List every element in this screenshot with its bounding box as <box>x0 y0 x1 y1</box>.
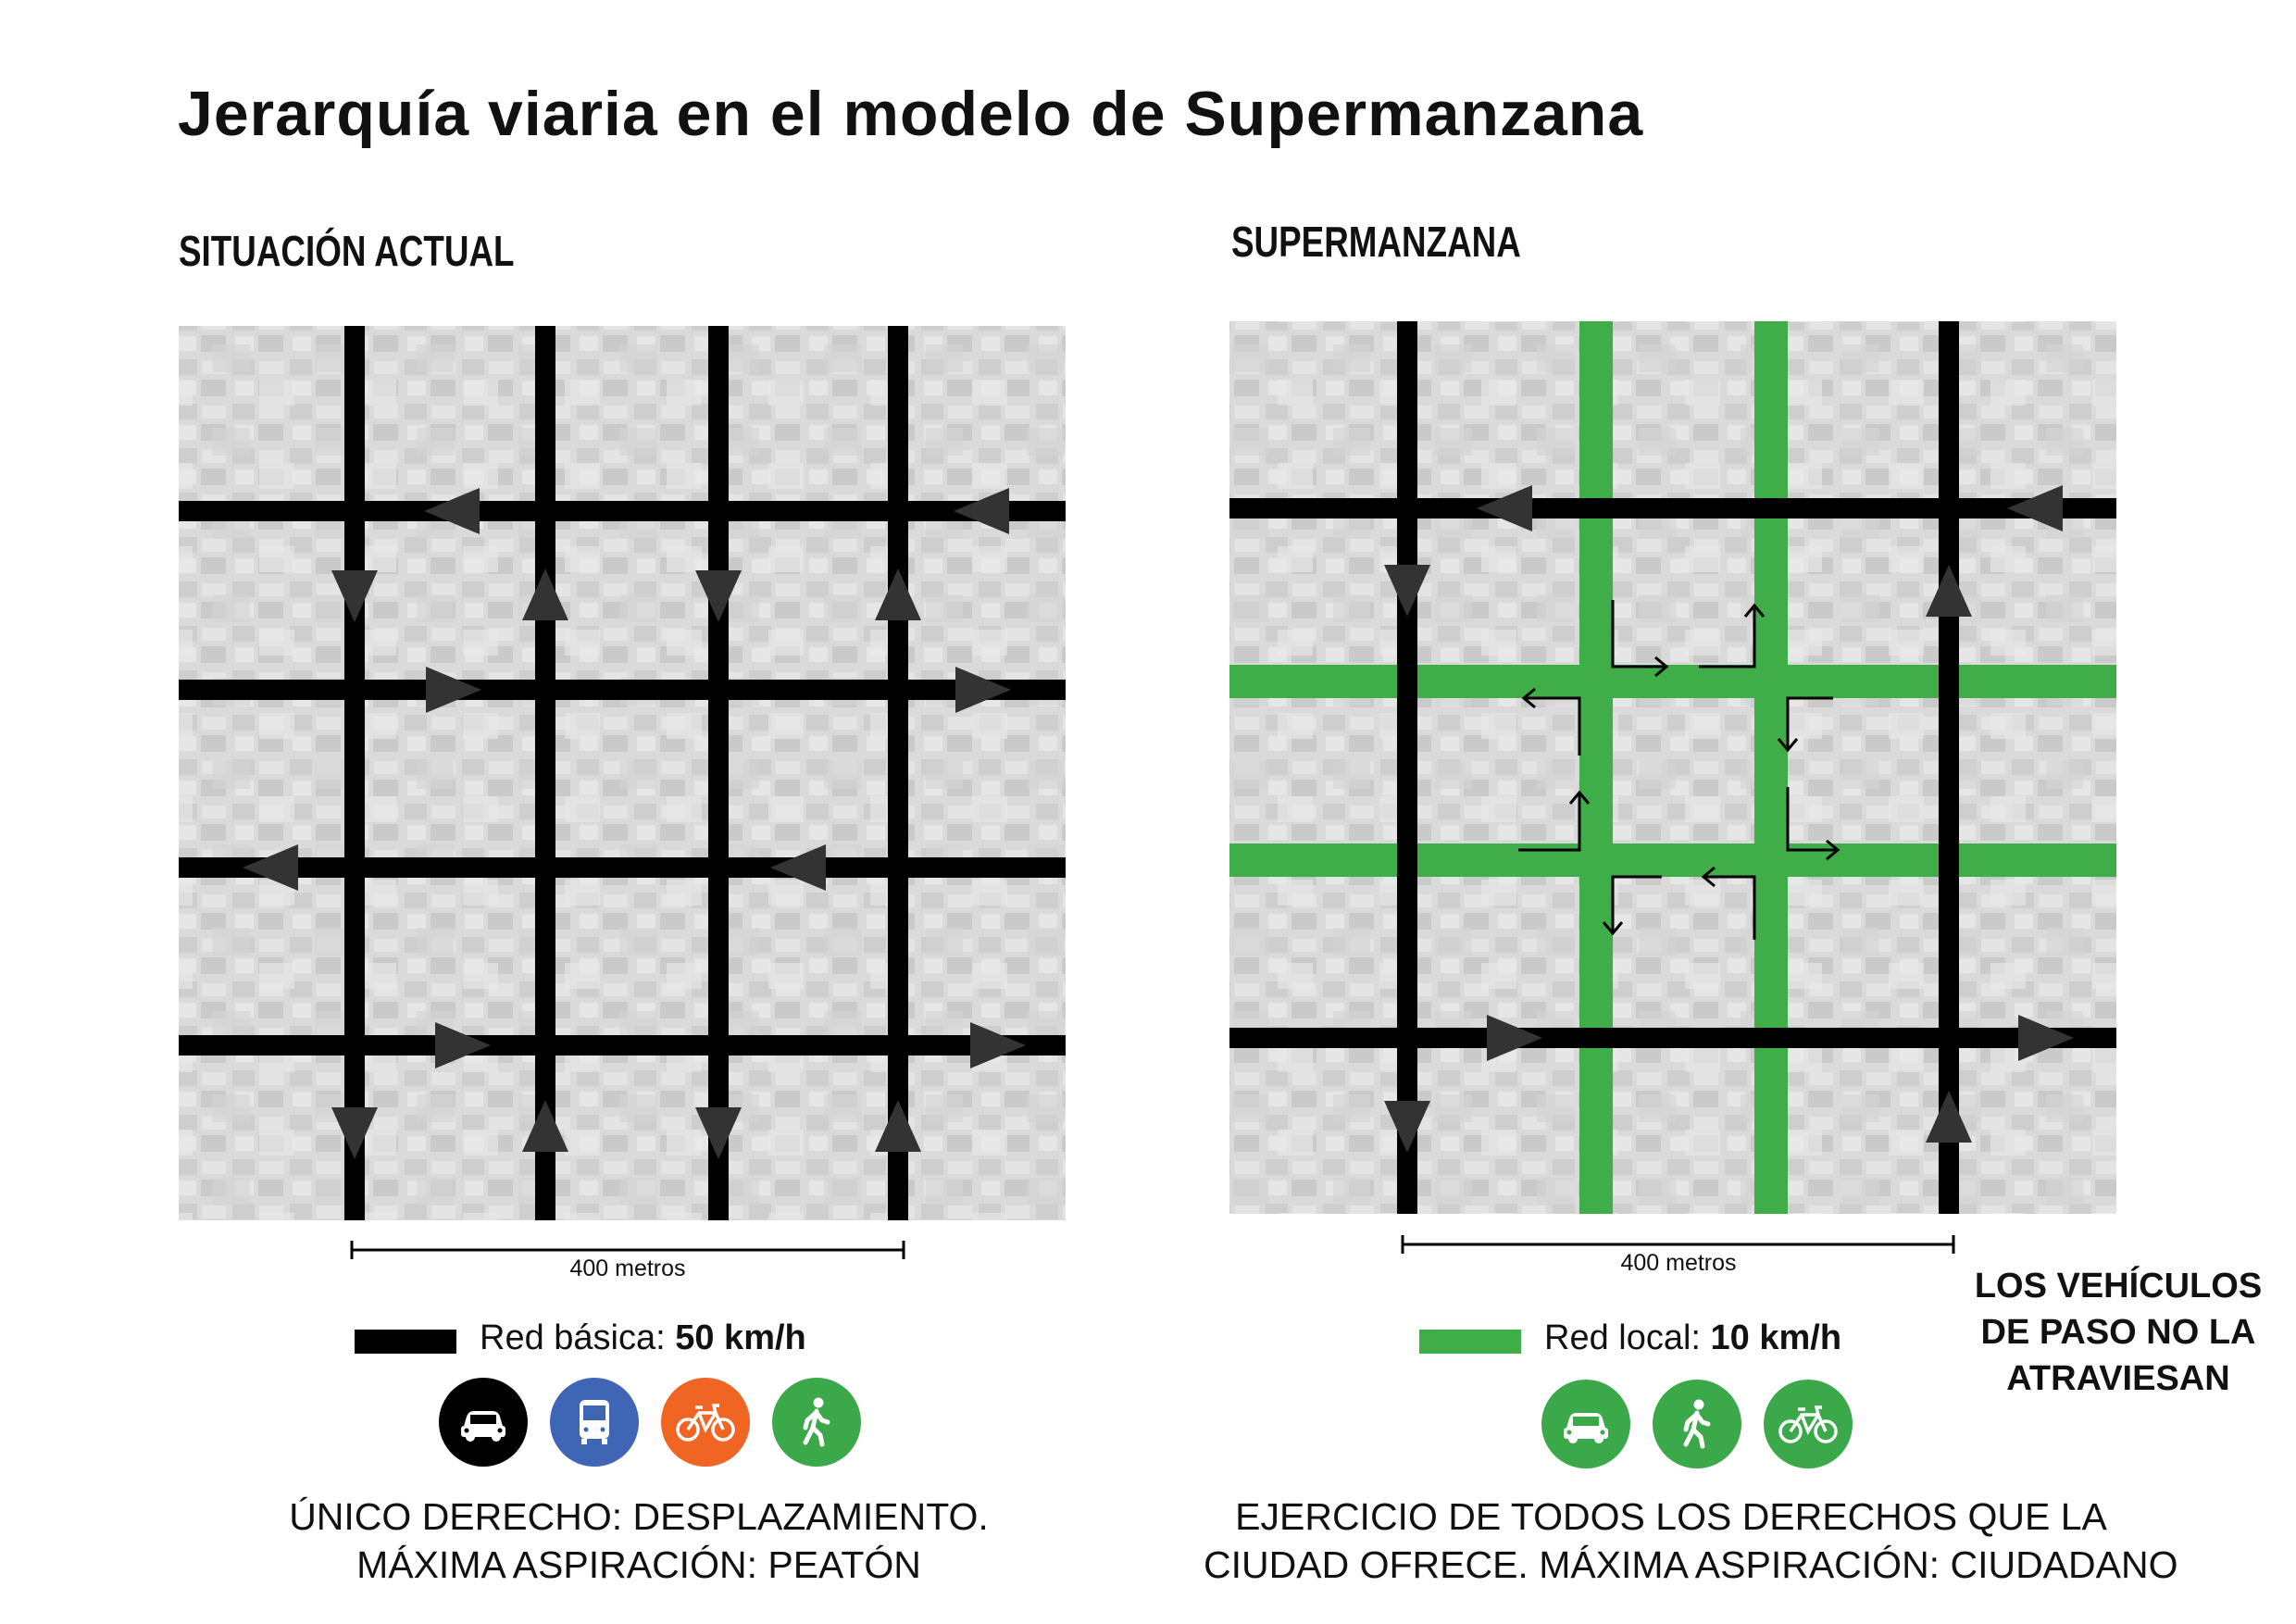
left-legend-value: 50 km/h <box>675 1318 806 1357</box>
right-legend-label: Red local: <box>1544 1318 1701 1357</box>
right-scale-label: 400 metros <box>1586 1250 1771 1277</box>
pedestrian-icon <box>1653 1380 1741 1468</box>
left-caption-line1: ÚNICO DERECHO: DESPLAZAMIENTO. <box>222 1493 1055 1541</box>
road-vertical <box>708 326 729 1220</box>
road-horizontal <box>179 1035 1066 1056</box>
right-legend: Red local: 10 km/h <box>1544 1318 1841 1358</box>
car-icon <box>1541 1380 1630 1468</box>
left-scale-label: 400 metros <box>535 1255 720 1282</box>
left-caption-line2: MÁXIMA ASPIRACIÓN: PEATÓN <box>222 1541 1055 1589</box>
right-caption-line2: CIUDAD OFRECE. MÁXIMA ASPIRACIÓN: CIUDAD… <box>1204 1541 2139 1589</box>
side-note: LOS VEHÍCULOS DE PASO NO LA ATRAVIESAN <box>1961 1263 2276 1402</box>
right-legend-value: 10 km/h <box>1711 1318 1842 1357</box>
left-map <box>179 326 1066 1259</box>
road-horizontal <box>179 501 1066 521</box>
pedestrian-icon <box>772 1378 861 1467</box>
road-horizontal <box>1229 498 2116 518</box>
left-caption: ÚNICO DERECHO: DESPLAZAMIENTO. MÁXIMA AS… <box>222 1493 1055 1589</box>
local-road-vertical <box>1579 321 1613 1214</box>
local-road-horizontal <box>1229 843 2116 877</box>
road-vertical <box>888 326 908 1220</box>
local-road-vertical <box>1754 321 1788 1214</box>
car-icon <box>439 1378 528 1467</box>
side-note-line: ATRAVIESAN <box>1961 1355 2276 1402</box>
right-caption: EJERCICIO DE TODOS LOS DERECHOS QUE LA C… <box>1204 1493 2139 1589</box>
right-caption-line1: EJERCICIO DE TODOS LOS DERECHOS QUE LA <box>1204 1493 2139 1541</box>
road-vertical <box>535 326 555 1220</box>
road-horizontal <box>179 857 1066 878</box>
side-note-line: LOS VEHÍCULOS <box>1961 1263 2276 1309</box>
road-vertical <box>1939 321 1959 1214</box>
road-horizontal <box>179 680 1066 700</box>
road-vertical <box>344 326 365 1220</box>
road-horizontal <box>1229 1028 2116 1048</box>
left-legend-label: Red básica: <box>480 1318 666 1357</box>
left-legend-swatch <box>355 1330 456 1354</box>
right-legend-swatch <box>1419 1330 1521 1354</box>
local-road-horizontal <box>1229 665 2116 698</box>
left-legend: Red básica: 50 km/h <box>480 1318 806 1358</box>
road-vertical <box>1397 321 1417 1214</box>
bus-icon <box>550 1378 639 1467</box>
left-mode-icons <box>439 1378 861 1467</box>
right-mode-icons <box>1541 1380 1853 1468</box>
right-map <box>1229 321 2116 1254</box>
side-note-line: DE PASO NO LA <box>1961 1309 2276 1355</box>
bicycle-icon <box>661 1378 750 1467</box>
bicycle-icon <box>1764 1380 1853 1468</box>
